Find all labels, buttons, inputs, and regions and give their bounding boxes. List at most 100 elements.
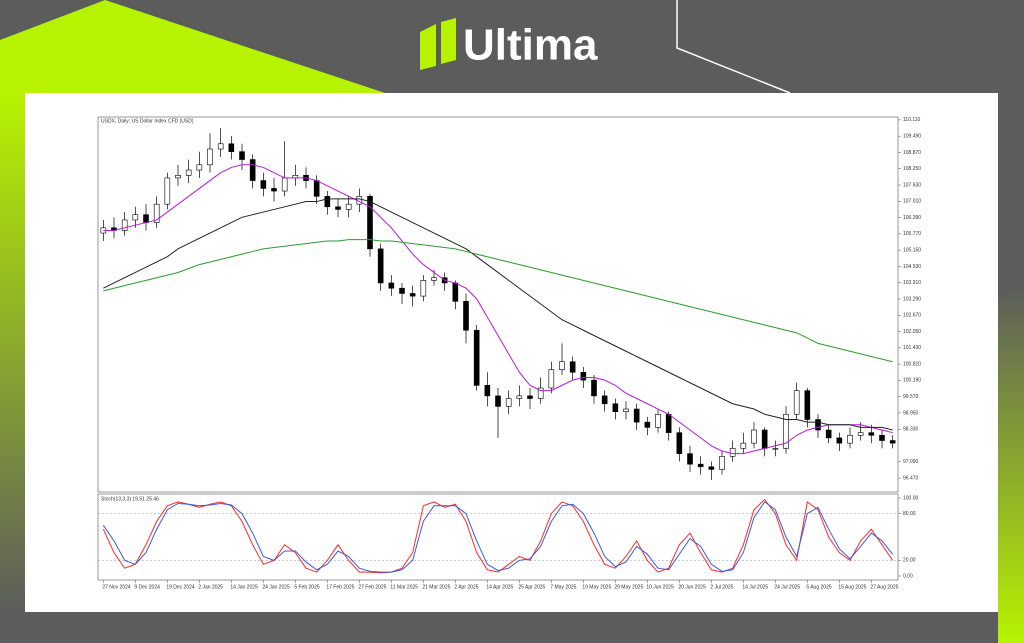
y-tick-label: 109.490 [903,133,921,139]
candle-body [772,448,779,450]
candle-body [260,180,267,189]
candle-body [228,143,235,152]
line-series [103,198,893,431]
y-tick-label: 100.00 [903,495,919,501]
candle-body [548,369,555,389]
y-tick-label: 99.570 [903,394,919,400]
y-tick-label: 108.870 [903,150,921,156]
candle-body [164,177,171,205]
candle-body [719,455,725,470]
candle-body [644,421,651,428]
y-tick-label: 97.090 [903,459,919,465]
candle-body [601,395,608,405]
accent-shape [0,0,385,93]
y-tick-label: 110.110 [903,117,921,123]
candle-body [815,419,821,431]
candle-body [377,248,384,284]
candle-body [388,282,395,289]
y-tick-label: 100.810 [903,361,921,367]
candle-body [527,395,533,399]
candle-body [591,379,597,397]
candle-body [452,282,459,302]
y-tick-label: 107.630 [903,182,921,188]
candle-body [655,413,661,428]
accent-cut [0,0,105,40]
candle-body [420,280,427,297]
x-tick-label: 5 Feb 2025 [294,584,320,590]
candle-body [345,203,352,210]
x-tick-label: 14 Apr 2025 [486,584,513,590]
y-tick-label: 0.00 [903,573,913,579]
candle-body [889,440,896,444]
x-tick-label: 5 Aug 2025 [806,584,832,590]
candle-body [121,219,128,231]
y-tick-label: 98.330 [903,427,919,433]
candle-body [196,164,203,171]
candle-body [559,361,565,370]
logo-icon [441,18,456,64]
x-tick-label: 27 Feb 2025 [358,584,386,590]
candle-body [879,434,885,441]
x-tick-label: 19 May 2025 [582,584,611,590]
candle-body [740,442,747,449]
candle-body [335,206,341,210]
candle-body [751,429,757,444]
candle-body [793,390,800,415]
candle-body [633,408,640,423]
y-tick-label: 106.390 [903,215,921,221]
candle-body [207,148,213,166]
candle-body [569,361,576,373]
y-tick-label: 107.010 [903,199,921,205]
y-tick-label: 100.190 [903,378,921,384]
x-tick-label: 2 Jul 2025 [710,584,733,590]
candle-body [281,177,288,192]
right-accent [998,285,1024,643]
candle-body [409,293,416,297]
candle-body [185,169,192,176]
y-tick-label: 105.770 [903,231,921,237]
candle-body [687,453,693,465]
y-tick-label: 104.530 [903,264,921,270]
candle-body [836,437,843,444]
y-tick-label: 102.050 [903,329,921,335]
x-tick-label: 15 Aug 2025 [838,584,866,590]
x-tick-label: 24 Jul 2025 [774,584,800,590]
candle-body [761,429,768,449]
x-tick-label: 2 Apr 2025 [454,584,478,590]
y-tick-label: 103.910 [903,280,921,286]
candle-body [516,395,523,399]
y-tick-label: 96.470 [903,475,919,481]
y-tick-label: 80.00 [903,511,916,517]
logo-text: Ultima [463,21,598,70]
candle-body [367,196,373,250]
candle-body [399,287,405,294]
candle-body [580,371,587,381]
line-series [102,498,894,574]
candle-body [847,434,853,444]
candle-body [484,385,491,397]
candle-body [783,413,789,449]
candle-body [505,398,512,407]
x-tick-label: 14 Jul 2025 [742,584,768,590]
candle-body [708,466,715,470]
candle-body [271,188,277,192]
candle-body [175,174,181,179]
x-tick-label: 25 Apr 2025 [518,584,545,590]
chart-title: Stoch(13,3,3) 19.51 25.46 [101,496,159,502]
line-series [103,164,893,455]
left-accent [0,93,25,613]
x-tick-label: 9 Dec 2024 [134,584,160,590]
candle-body [676,432,683,454]
x-tick-label: 29 May 2025 [614,584,643,590]
candle-body [612,403,619,412]
candle-body [495,395,501,407]
stoch-frame [97,493,899,581]
candle-body [249,159,256,181]
line-series [103,239,893,363]
panel [25,93,998,612]
candle-body [431,277,437,281]
x-tick-label: 27 Aug 2025 [870,584,898,590]
candle-body [825,429,832,439]
x-tick-label: 2 Jan 2025 [198,584,223,590]
